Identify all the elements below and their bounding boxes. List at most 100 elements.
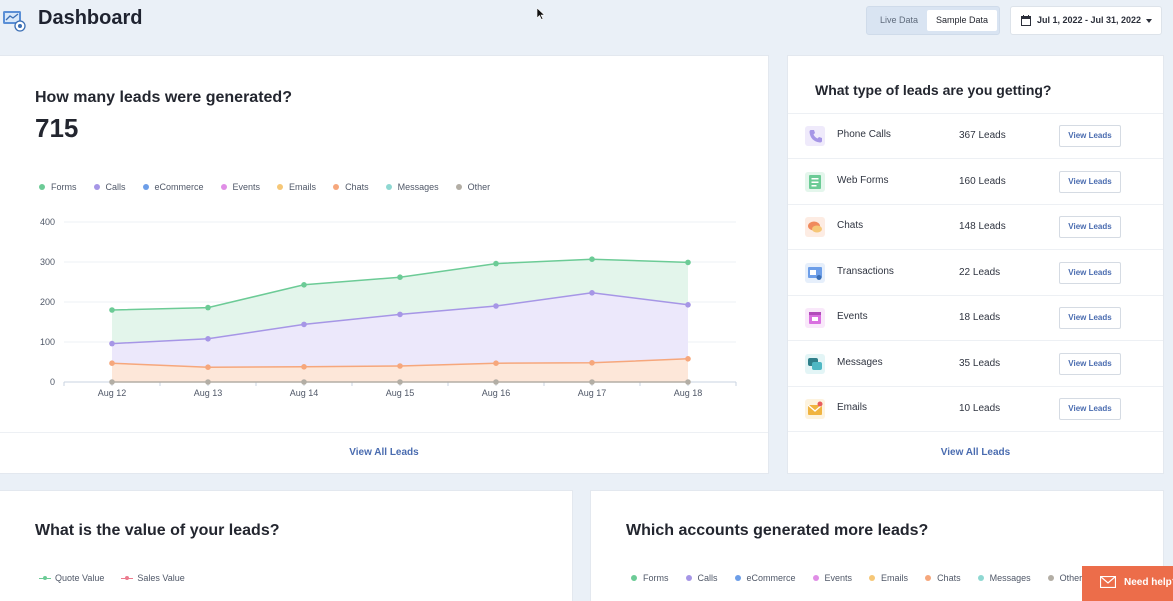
legend-item[interactable]: Calls xyxy=(685,573,718,583)
total-leads-value: 715 xyxy=(35,113,79,143)
form-icon xyxy=(805,171,825,192)
legend-item[interactable]: Messages xyxy=(385,182,439,192)
legend-item[interactable]: eCommerce xyxy=(142,182,204,192)
legend-item[interactable]: Quote Value xyxy=(39,573,104,583)
live-data-tab[interactable]: Live Data xyxy=(879,15,919,25)
legend-item[interactable]: Events xyxy=(812,573,852,583)
lead-type-count: 10 Leads xyxy=(959,403,1001,414)
data-point-calls xyxy=(301,321,307,328)
data-point-other xyxy=(301,379,307,385)
legend-item[interactable]: Forms xyxy=(39,182,77,192)
y-tick-label: 400 xyxy=(40,217,55,227)
accounts-chart-legend: Forms Calls eCommerce Events Emails Chats Mess… xyxy=(631,573,1099,583)
lead-type-count: 148 Leads xyxy=(959,221,1006,232)
legend-swatch xyxy=(455,184,462,190)
lead-type-count: 160 Leads xyxy=(959,175,1006,187)
series-area-chats xyxy=(112,358,688,382)
data-point-calls xyxy=(109,340,115,347)
x-tick-label: Aug 17 xyxy=(578,388,607,398)
lead-type-row: Phone Calls 367 Leads View Leads xyxy=(788,114,1163,159)
view-all-leads-link[interactable]: View All Leads xyxy=(349,447,419,458)
view-leads-button[interactable]: View Leads xyxy=(1059,216,1121,238)
leads-generated-card: How many leads were generated? 715 Forms… xyxy=(0,55,769,474)
legend-label: Emails xyxy=(289,182,317,192)
lead-type-name: Web Forms xyxy=(837,174,889,186)
data-point-chats xyxy=(493,360,499,366)
legend-item[interactable]: Emails xyxy=(277,182,316,192)
leads-value-card: What is the value of your leads? Quote V… xyxy=(0,490,573,601)
legend-swatch xyxy=(277,184,284,190)
view-leads-button[interactable]: View Leads xyxy=(1059,352,1121,375)
data-point-other xyxy=(205,379,211,385)
data-point-chats xyxy=(109,360,115,366)
legend-swatch xyxy=(142,184,149,190)
cart-icon xyxy=(805,262,825,283)
legend-swatch xyxy=(869,575,876,581)
legend-item[interactable]: Emails xyxy=(869,573,908,583)
legend-item[interactable]: Chats xyxy=(925,573,961,583)
data-point-other xyxy=(397,379,403,385)
date-range-picker[interactable]: Jul 1, 2022 - Jul 31, 2022 xyxy=(1010,6,1162,35)
phone-icon xyxy=(805,126,825,146)
legend-swatch xyxy=(1047,575,1054,581)
leads-area-chart: 0 100 200 300 400 Aug 12 Aug 13 Aug 14 Aug 15 Aug… xyxy=(40,217,737,398)
lead-type-row: Transactions 22 Leads View Leads xyxy=(788,251,1163,296)
lead-type-name: Phone Calls xyxy=(837,129,891,140)
chat-icon xyxy=(805,217,825,237)
data-point-calls xyxy=(397,311,403,318)
legend-label: eCommerce xyxy=(154,182,204,192)
lead-type-name: Messages xyxy=(837,356,883,368)
legend-label: Other xyxy=(467,182,491,192)
data-point-calls xyxy=(205,336,211,342)
view-leads-button[interactable]: View Leads xyxy=(1059,261,1121,284)
mouse-cursor-icon xyxy=(537,8,545,20)
legend-swatch xyxy=(685,575,692,581)
data-point-calls xyxy=(685,302,691,308)
lead-type-name: Emails xyxy=(837,402,868,413)
legend-item[interactable]: Forms xyxy=(631,573,669,583)
data-point-chats xyxy=(589,360,595,366)
lead-type-name: Events xyxy=(837,311,868,322)
legend-label: Emails xyxy=(881,573,909,583)
data-point-forms xyxy=(589,256,595,262)
legend-item[interactable]: Sales Value xyxy=(121,573,185,583)
data-point-other xyxy=(589,379,595,385)
lead-type-row: Events 18 Leads View Leads xyxy=(788,296,1163,341)
legend-swatch xyxy=(333,184,340,190)
need-help-button[interactable]: Need help? xyxy=(1082,566,1173,601)
legend-item[interactable]: eCommerce xyxy=(734,573,796,583)
legend-label: Chats xyxy=(345,182,369,192)
legend-swatch xyxy=(734,575,741,581)
leads-value-heading: What is the value of your leads? xyxy=(35,522,280,539)
accounts-card: Which accounts generated more leads? For… xyxy=(590,490,1164,601)
x-tick-label: Aug 12 xyxy=(98,388,127,398)
view-leads-button[interactable]: View Leads xyxy=(1059,125,1121,147)
leads-generated-heading: How many leads were generated? xyxy=(35,89,292,106)
data-point-chats xyxy=(205,364,211,370)
y-tick-label: 200 xyxy=(40,297,55,307)
view-leads-button[interactable]: View Leads xyxy=(1059,307,1121,329)
sample-data-tab[interactable]: Sample Data xyxy=(927,10,997,31)
legend-label: Forms xyxy=(51,182,77,192)
data-point-chats xyxy=(685,356,691,362)
legend-item[interactable]: Other xyxy=(1047,573,1082,583)
data-point-forms xyxy=(685,259,691,266)
legend-label: Chats xyxy=(937,573,961,583)
legend-label: eCommerce xyxy=(746,573,796,583)
view-leads-button[interactable]: View Leads xyxy=(1059,170,1121,193)
view-leads-button[interactable]: View Leads xyxy=(1059,398,1121,420)
legend-item[interactable]: Calls xyxy=(93,182,126,192)
legend-item[interactable]: Chats xyxy=(333,182,369,192)
value-chart-legend: Quote Value Sales Value xyxy=(39,573,202,583)
data-toggle[interactable]: Live Data Sample Data xyxy=(866,6,1000,35)
x-tick-label: Aug 18 xyxy=(674,388,703,398)
message-icon xyxy=(805,353,825,374)
legend-item[interactable]: Messages xyxy=(977,573,1031,583)
view-all-leads-link[interactable]: View All Leads xyxy=(940,447,1011,458)
y-tick-label: 300 xyxy=(40,257,55,267)
lead-type-row: Chats 148 Leads View Leads xyxy=(788,205,1163,250)
legend-swatch xyxy=(39,184,45,190)
legend-item[interactable]: Events xyxy=(220,182,260,192)
legend-item[interactable]: Other xyxy=(455,182,491,192)
dashboard-logo-icon xyxy=(3,11,26,32)
